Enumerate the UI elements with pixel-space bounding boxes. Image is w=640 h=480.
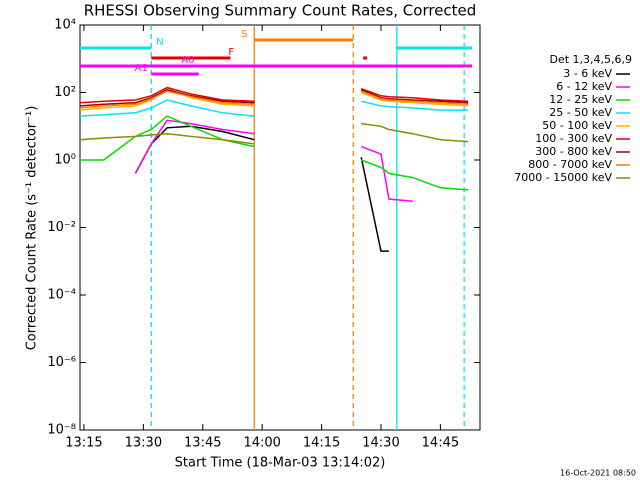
y-tick-label: 10²	[54, 85, 76, 100]
x-tick-label: 13:45	[184, 436, 221, 451]
y-tick-label: 10⁻⁸	[47, 423, 76, 438]
y-tick-label: 10⁴	[54, 18, 76, 33]
y-tick-label: 10⁰	[54, 153, 76, 168]
y-tick-label: 10⁻⁶	[47, 355, 76, 370]
series-line	[79, 90, 469, 109]
legend-label: 300 - 800 keV	[535, 145, 612, 158]
series-line	[134, 119, 413, 202]
x-tick-label: 14:45	[422, 436, 459, 451]
series-line	[79, 89, 469, 107]
flag-label: A0	[181, 55, 194, 66]
legend-label: 25 - 50 keV	[549, 106, 612, 119]
x-tick-label: 14:15	[303, 436, 340, 451]
y-tick-label: 10⁻²	[47, 220, 76, 235]
legend-label: 100 - 300 keV	[535, 132, 612, 145]
chart-title: RHESSI Observing Summary Count Rates, Co…	[84, 2, 477, 20]
legend-title: Det 1,3,4,5,6,9	[549, 53, 632, 66]
x-tick-label: 13:30	[125, 436, 162, 451]
series-line	[79, 86, 469, 104]
series-line	[79, 122, 469, 145]
footer: 16-Oct-2021 08:50	[560, 469, 636, 478]
legend-label: 7000 - 15000 keV	[514, 171, 612, 184]
flag-label: S	[241, 29, 247, 40]
flag-label: F	[228, 47, 234, 58]
x-tick-label: 14:00	[243, 436, 280, 451]
series-line	[79, 99, 469, 117]
plot-frame	[79, 24, 481, 431]
x-tick-label: 13:15	[65, 436, 102, 451]
legend-label: 3 - 6 keV	[563, 67, 612, 80]
series-line	[134, 125, 389, 252]
legend-label: 50 - 100 keV	[542, 119, 612, 132]
legend-label: 12 - 25 keV	[549, 93, 612, 106]
x-tick-label: 14:30	[362, 436, 399, 451]
series-line	[80, 115, 469, 191]
y-axis-label: Corrected Count Rate (s⁻¹ detector⁻¹)	[25, 106, 40, 351]
legend-label: 800 - 7000 keV	[528, 158, 612, 171]
legend-label: 6 - 12 keV	[556, 80, 612, 93]
x-axis-label: Start Time (18-Mar-03 13:14:02)	[175, 456, 386, 471]
flag-label: A1	[135, 63, 148, 74]
y-tick-label: 10⁻⁴	[47, 288, 76, 303]
flag-label: N	[156, 37, 163, 48]
